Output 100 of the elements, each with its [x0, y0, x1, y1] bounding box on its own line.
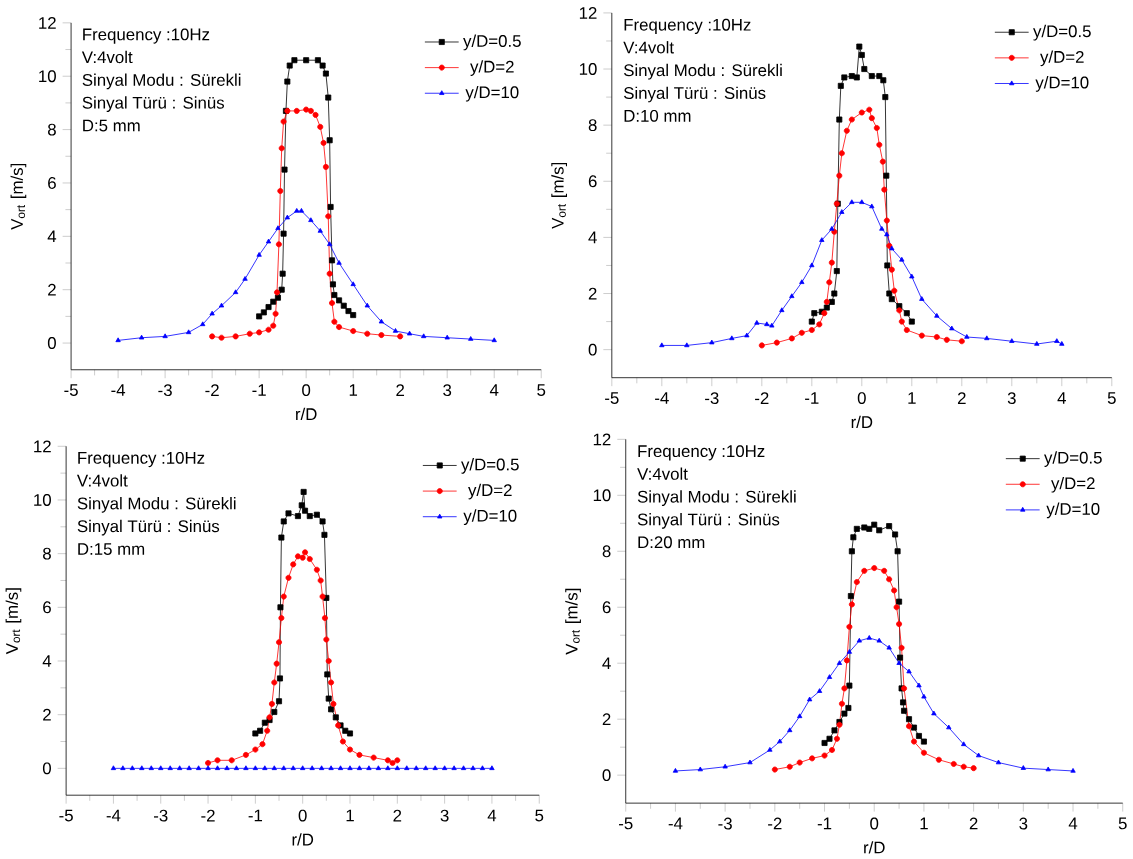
legend-label: y/D=2 — [470, 60, 514, 76]
legend-label: y/D=10 — [1046, 502, 1100, 519]
y-tick-label: 0 — [42, 762, 51, 775]
annotation: Sinyal Modu : Sürekli — [637, 490, 796, 506]
x-tick-label: 2 — [969, 817, 978, 830]
y-tick-label: 8 — [602, 545, 611, 558]
annotation: Sinyal Türü : Sinüs — [637, 513, 780, 529]
x-tick-label: -5 — [59, 809, 73, 822]
x-tick-label: -2 — [755, 392, 769, 404]
x-tick-label: -1 — [817, 817, 832, 830]
x-axis-title: r/D — [851, 415, 873, 429]
legend-label: y/D=2 — [468, 483, 512, 500]
x-tick-label: 4 — [489, 384, 499, 396]
x-tick-label: 1 — [908, 392, 916, 404]
annotation: Frequency :10Hz — [638, 445, 765, 461]
annotation: Sinyal Modu : Sürekli — [77, 496, 236, 513]
x-tick-label: -3 — [154, 809, 168, 822]
y-tick-label: 2 — [602, 713, 611, 726]
y-tick-label: 6 — [48, 176, 56, 189]
y-tick-label: 4 — [588, 231, 597, 244]
annotation: Sinyal Türü : Sinüs — [82, 96, 225, 112]
y-tick-label: 6 — [602, 601, 611, 614]
y-tick-label: 4 — [47, 230, 57, 243]
x-tick-label: 2 — [396, 384, 405, 396]
x-tick-label: 0 — [302, 384, 311, 397]
y-tick-label: 12 — [579, 7, 597, 19]
legend-label: y/D=2 — [1040, 50, 1084, 67]
x-tick-label: 5 — [1118, 817, 1127, 830]
x-axis-title: r/D — [296, 407, 317, 421]
legend-label: y/D=0.5 — [1033, 24, 1091, 41]
x-tick-label: 5 — [1107, 392, 1116, 404]
annotation: V:4volt — [623, 41, 674, 54]
annotation: V:4volt — [637, 467, 688, 480]
y-tick-label: 8 — [588, 119, 597, 132]
y-tick-label: 10 — [579, 63, 597, 75]
y-tick-label: 4 — [42, 655, 52, 667]
y-tick-label: 8 — [43, 547, 51, 560]
y-tick-label: 2 — [48, 283, 56, 296]
annotation: V:4volt — [76, 474, 128, 487]
annotation: D:5 mm — [83, 119, 140, 132]
y-tick-label: 6 — [43, 601, 51, 614]
annotation: Sinyal Modu : Sürekli — [82, 73, 241, 90]
x-tick-label: -1 — [248, 809, 263, 822]
y-axis-title: V$_{ort}$ [m/s] — [565, 588, 581, 655]
y-tick-label: 10 — [39, 70, 56, 83]
x-tick-label: 0 — [857, 392, 866, 405]
x-tick-label: 3 — [1007, 392, 1016, 405]
x-tick-label: 3 — [443, 384, 452, 397]
y-tick-label: 10 — [34, 493, 51, 506]
y-tick-label: 8 — [48, 123, 56, 136]
y-axis-title: V$_{ort}$ [m/s] — [5, 588, 22, 655]
x-tick-label: 4 — [1068, 817, 1078, 830]
x-tick-label: 4 — [1057, 392, 1067, 404]
x-tick-label: 1 — [346, 809, 354, 822]
x-tick-label: -5 — [619, 817, 633, 830]
annotation: D:20 mm — [638, 536, 705, 549]
annotation: Sinyal Modu : Sürekli — [623, 63, 782, 80]
x-tick-label: 2 — [393, 809, 402, 822]
x-tick-label: -5 — [605, 392, 619, 404]
y-tick-label: 0 — [47, 337, 56, 349]
annotation: V:4volt — [81, 50, 133, 64]
annotation: Sinyal Türü : Sinüs — [77, 519, 220, 536]
x-tick-label: -3 — [718, 817, 732, 830]
x-tick-label: -2 — [205, 384, 219, 396]
annotation: Frequency :10Hz — [624, 18, 751, 34]
legend-label: y/D=0.5 — [1044, 451, 1102, 467]
x-tick-label: -4 — [668, 817, 683, 830]
y-tick-label: 4 — [602, 657, 611, 669]
x-tick-label: 3 — [440, 809, 449, 822]
y-tick-label: 12 — [593, 433, 611, 446]
x-tick-label: 4 — [487, 809, 497, 822]
x-tick-label: -2 — [201, 809, 215, 822]
legend-label: y/D=0.5 — [463, 34, 521, 51]
x-tick-label: 5 — [535, 809, 544, 822]
legend-label: y/D=0.5 — [461, 458, 519, 474]
x-tick-label: 2 — [957, 392, 966, 404]
y-tick-label: 6 — [588, 175, 597, 188]
x-tick-label: 0 — [870, 817, 879, 830]
legend-label: y/D=10 — [1035, 76, 1089, 92]
y-tick-label: 10 — [593, 489, 611, 502]
annotation: D:10 mm — [624, 109, 691, 122]
x-tick-label: -1 — [805, 392, 819, 404]
x-axis-title: r/D — [292, 833, 314, 846]
x-tick-label: -1 — [252, 384, 266, 396]
x-tick-label: 0 — [298, 809, 307, 822]
legend-label: y/D=10 — [463, 509, 517, 525]
x-axis-title: r/D — [864, 841, 885, 854]
y-tick-label: 2 — [588, 287, 597, 300]
legend-label: y/D=2 — [1051, 476, 1095, 493]
x-tick-label: -5 — [64, 384, 78, 396]
annotation: D:15 mm — [78, 543, 145, 555]
y-axis-title: V$_{ort}$ [m/s] — [551, 162, 567, 229]
x-tick-label: 3 — [1019, 817, 1028, 830]
legend-label: y/D=10 — [465, 85, 519, 102]
y-tick-label: 2 — [43, 708, 51, 721]
x-tick-label: -4 — [111, 384, 126, 396]
x-tick-label: 1 — [920, 817, 928, 830]
annotation: Frequency :10Hz — [83, 28, 210, 44]
x-tick-label: -3 — [705, 392, 719, 405]
y-tick-label: 0 — [588, 343, 597, 356]
